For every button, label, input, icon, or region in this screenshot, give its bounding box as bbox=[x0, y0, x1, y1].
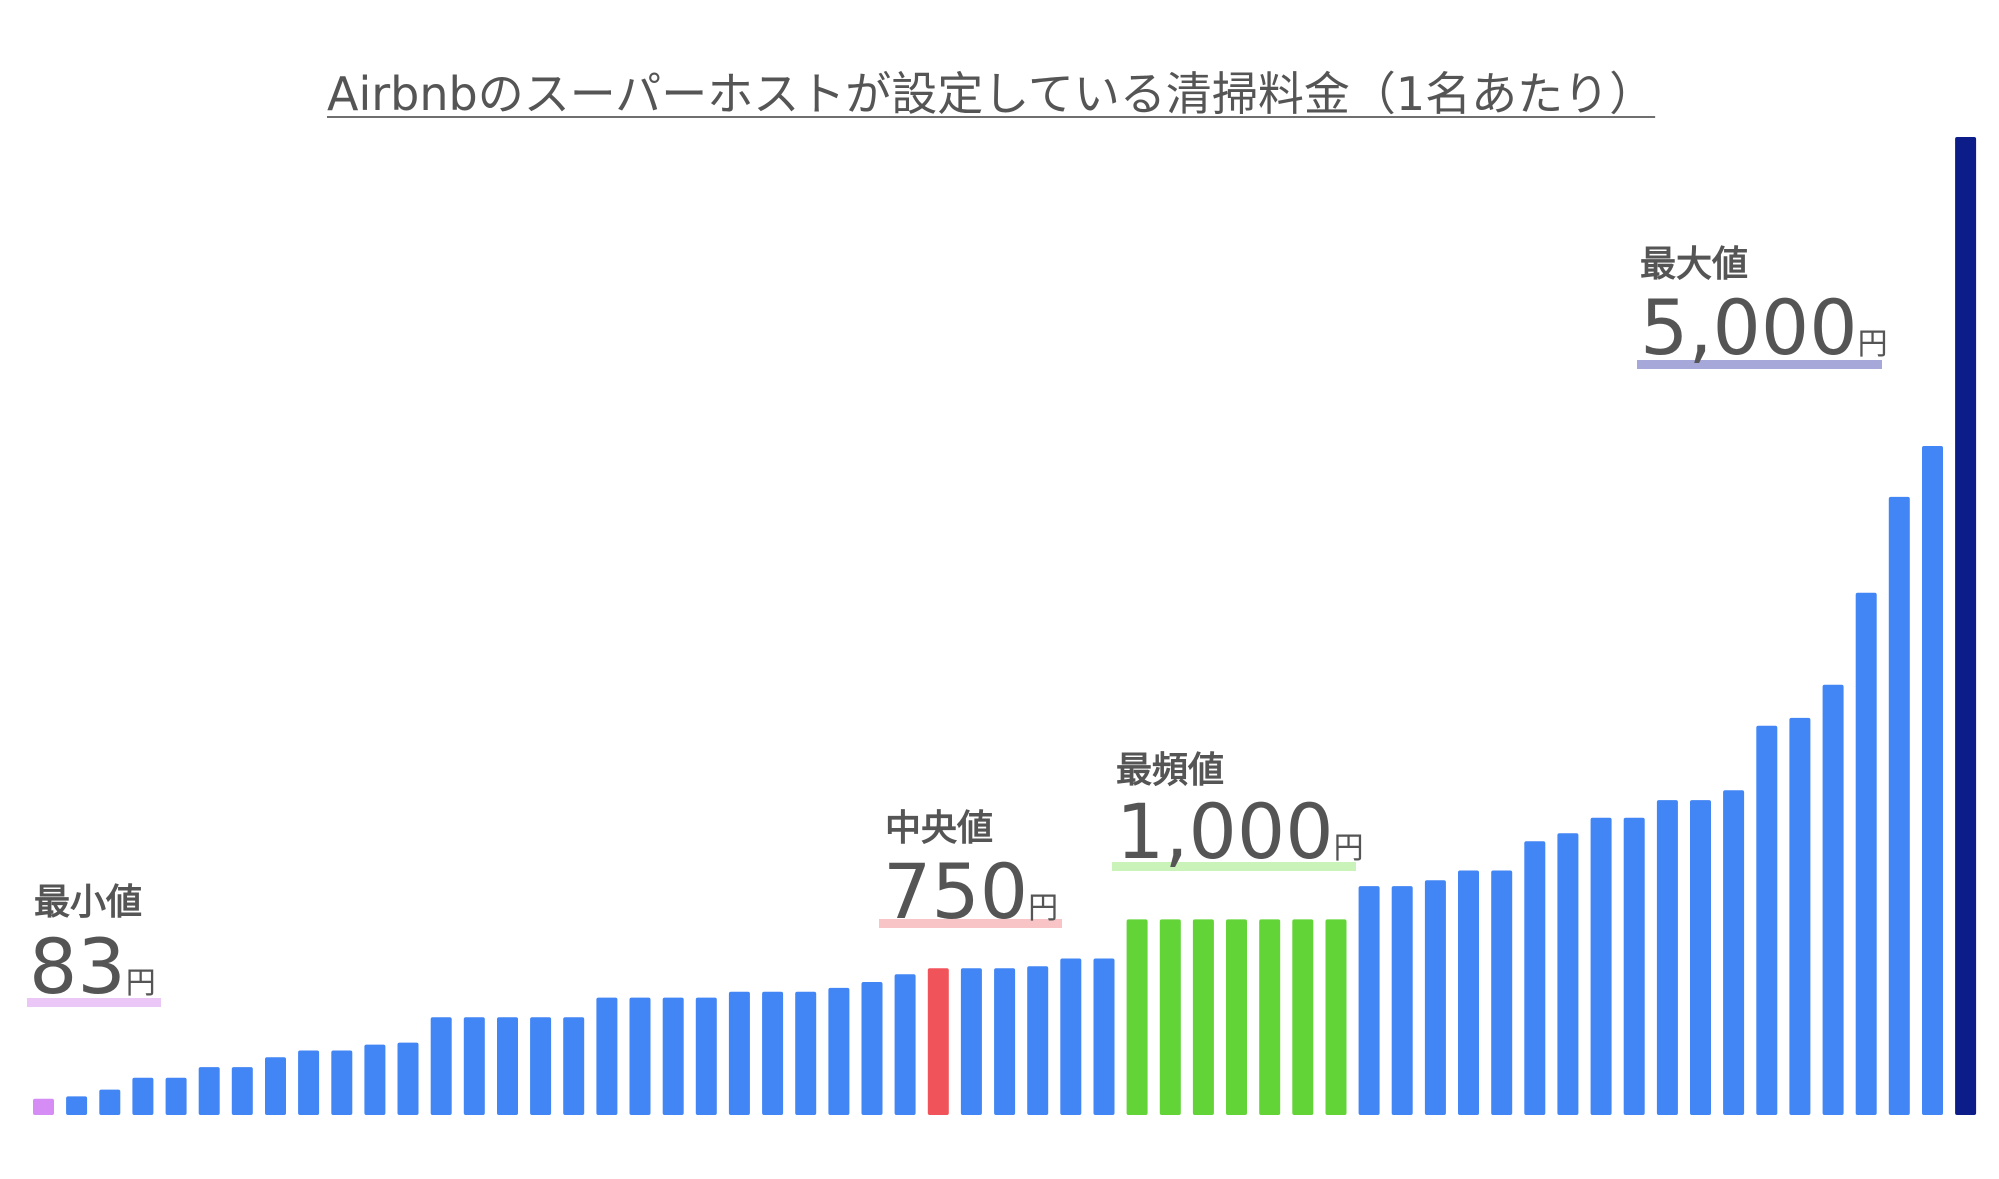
median-unit: 円 bbox=[1028, 891, 1058, 926]
bar-27 bbox=[894, 974, 916, 1115]
median-underline bbox=[879, 919, 1062, 928]
bar-22 bbox=[728, 991, 750, 1115]
bar-51 bbox=[1690, 800, 1711, 1115]
bar-14 bbox=[463, 1017, 485, 1115]
bar-28 bbox=[927, 968, 949, 1115]
mode-value-text: 1,000円 bbox=[1116, 787, 1364, 876]
bar-13 bbox=[430, 1017, 452, 1115]
bar-52 bbox=[1723, 790, 1745, 1115]
median-head: 中央値 bbox=[885, 808, 993, 849]
mode-value: 1,000 bbox=[1116, 787, 1334, 876]
median-value: 750 bbox=[883, 847, 1028, 936]
bar-58 bbox=[1922, 446, 1943, 1115]
bar-44 bbox=[1458, 870, 1479, 1115]
bar-48 bbox=[1590, 817, 1612, 1115]
bar-45 bbox=[1491, 870, 1513, 1115]
mode-underline bbox=[1112, 862, 1356, 871]
bar-4 bbox=[132, 1077, 154, 1115]
bar-59 bbox=[1955, 137, 1977, 1115]
bar-47 bbox=[1557, 833, 1579, 1115]
bar-16 bbox=[530, 1017, 552, 1115]
max-underline bbox=[1637, 360, 1882, 369]
bar-38 bbox=[1259, 919, 1281, 1115]
bar-31 bbox=[1027, 966, 1049, 1115]
min-underline bbox=[27, 998, 161, 1007]
bar-41 bbox=[1358, 886, 1380, 1115]
bar-21 bbox=[695, 997, 717, 1115]
bar-3 bbox=[99, 1089, 121, 1115]
bar-15 bbox=[497, 1017, 518, 1115]
bar-37 bbox=[1226, 919, 1247, 1115]
bar-55 bbox=[1822, 684, 1844, 1115]
bar-25 bbox=[828, 987, 850, 1115]
min-head: 最小値 bbox=[34, 882, 142, 923]
bar-7 bbox=[231, 1067, 253, 1115]
annotation-mode: 最頻値 1,000円 bbox=[1112, 750, 1364, 876]
bar-19 bbox=[629, 997, 651, 1115]
bar-2 bbox=[66, 1096, 88, 1115]
bar-11 bbox=[364, 1044, 386, 1115]
bar-50 bbox=[1656, 800, 1678, 1115]
bar-30 bbox=[994, 968, 1016, 1115]
median-value-text: 750円 bbox=[883, 847, 1058, 936]
bar-10 bbox=[331, 1050, 353, 1115]
bar-49 bbox=[1623, 817, 1645, 1115]
min-value: 83 bbox=[29, 922, 126, 1011]
min-unit: 円 bbox=[126, 966, 156, 1001]
bar-17 bbox=[563, 1017, 585, 1115]
annotation-max: 最大値 5,000円 bbox=[1637, 244, 1888, 372]
annotation-median: 中央値 750円 bbox=[879, 808, 1062, 936]
bar-1 bbox=[33, 1098, 54, 1115]
bar-18 bbox=[596, 997, 618, 1115]
bar-42 bbox=[1391, 886, 1413, 1115]
bar-24 bbox=[795, 991, 817, 1115]
bar-23 bbox=[762, 991, 784, 1115]
bar-5 bbox=[165, 1077, 187, 1115]
bar-29 bbox=[960, 968, 982, 1115]
bar-36 bbox=[1192, 919, 1214, 1115]
max-value: 5,000 bbox=[1640, 283, 1858, 372]
bar-12 bbox=[397, 1042, 419, 1115]
bar-54 bbox=[1789, 717, 1811, 1115]
max-value-text: 5,000円 bbox=[1640, 283, 1888, 372]
bar-46 bbox=[1524, 841, 1546, 1115]
bar-57 bbox=[1888, 496, 1910, 1115]
bar-6 bbox=[198, 1067, 220, 1115]
bar-40 bbox=[1325, 919, 1347, 1115]
max-head: 最大値 bbox=[1640, 244, 1748, 285]
bar-8 bbox=[265, 1057, 286, 1115]
bars-group bbox=[33, 137, 1977, 1115]
bar-33 bbox=[1093, 958, 1115, 1115]
bar-53 bbox=[1756, 725, 1778, 1115]
bar-56 bbox=[1855, 592, 1877, 1115]
bar-26 bbox=[861, 982, 883, 1115]
bar-32 bbox=[1060, 958, 1082, 1115]
bar-39 bbox=[1292, 919, 1314, 1115]
chart-title: Airbnbのスーパーホストが設定している清掃料金（1名あたり） bbox=[327, 67, 1655, 121]
mode-unit: 円 bbox=[1334, 831, 1364, 866]
mode-head: 最頻値 bbox=[1116, 750, 1224, 791]
bar-34 bbox=[1126, 919, 1148, 1115]
min-value-text: 83円 bbox=[29, 922, 156, 1011]
bar-20 bbox=[662, 997, 684, 1115]
bar-43 bbox=[1424, 880, 1446, 1115]
max-unit: 円 bbox=[1858, 327, 1888, 362]
bar-9 bbox=[298, 1050, 320, 1115]
annotation-min: 最小値 83円 bbox=[27, 882, 161, 1011]
bar-35 bbox=[1159, 919, 1181, 1115]
